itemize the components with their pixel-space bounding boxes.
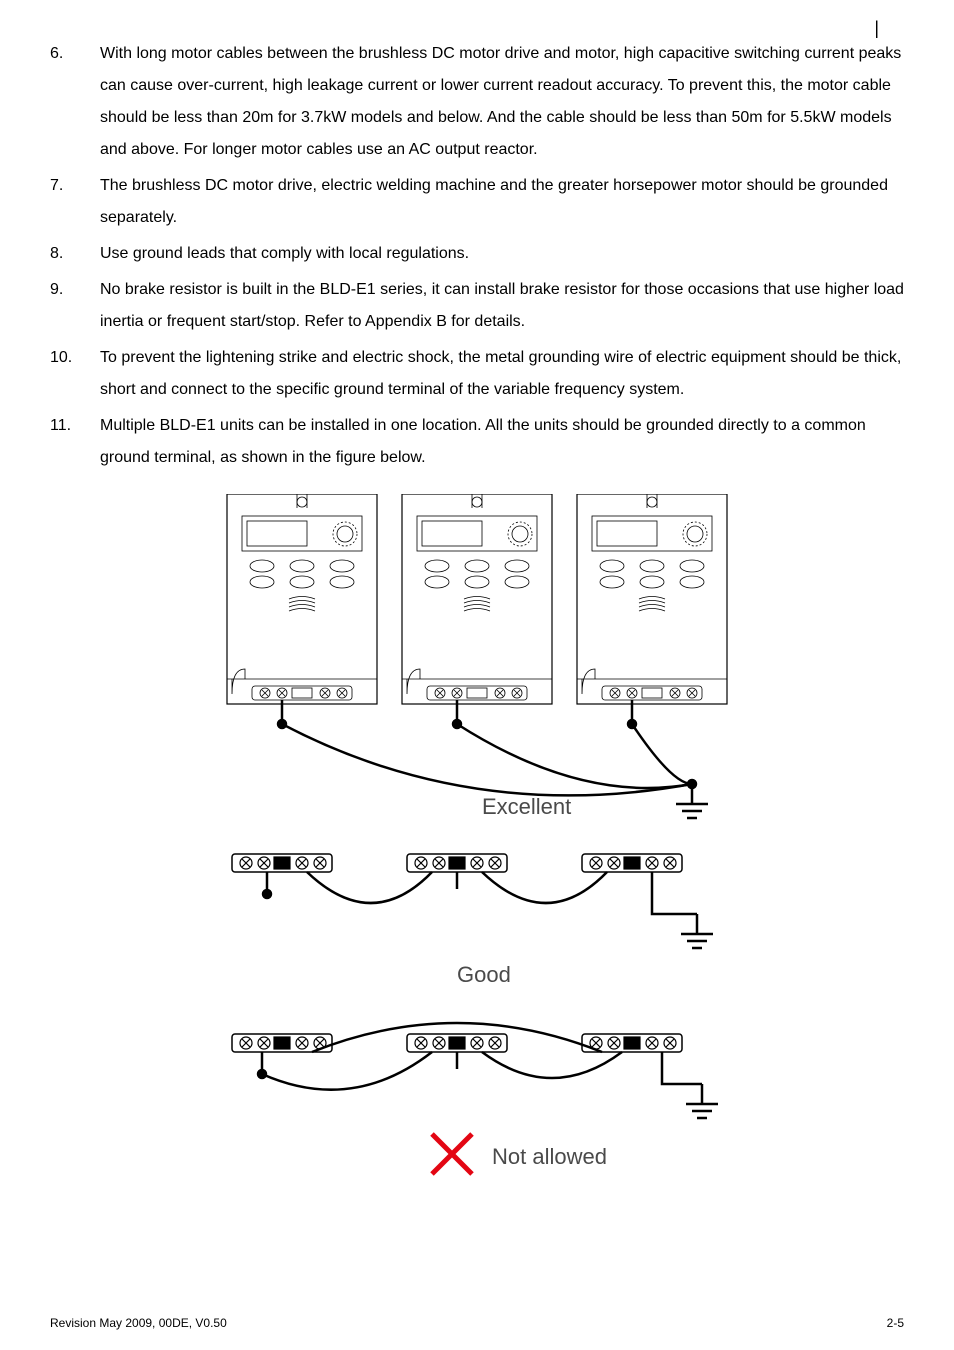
page-footer: Revision May 2009, 00DE, V0.50 2-5: [50, 1316, 904, 1330]
diagram-notallowed-row: Not allowed: [232, 1023, 718, 1174]
list-number: 8.: [50, 238, 100, 270]
list-number: 9.: [50, 274, 100, 338]
label-notallowed: Not allowed: [492, 1144, 607, 1169]
cursor-indicator: |: [874, 18, 879, 39]
label-good: Good: [457, 962, 511, 987]
list-number: 6.: [50, 38, 100, 166]
list-item: 7. The brushless DC motor drive, electri…: [50, 170, 904, 234]
list-item: 6. With long motor cables between the br…: [50, 38, 904, 166]
numbered-list: 6. With long motor cables between the br…: [50, 38, 904, 474]
list-text: Use ground leads that comply with local …: [100, 238, 904, 270]
list-text: To prevent the lightening strike and ele…: [100, 342, 904, 406]
list-item: 9. No brake resistor is built in the BLD…: [50, 274, 904, 338]
diagram-svg: Excellent Good: [222, 494, 732, 1194]
list-number: 7.: [50, 170, 100, 234]
footer-revision: Revision May 2009, 00DE, V0.50: [50, 1316, 227, 1330]
list-text: Multiple BLD-E1 units can be installed i…: [100, 410, 904, 474]
list-item: 8. Use ground leads that comply with loc…: [50, 238, 904, 270]
grounding-diagram: Excellent Good: [222, 494, 732, 1199]
label-excellent: Excellent: [482, 794, 571, 819]
list-item: 11. Multiple BLD-E1 units can be install…: [50, 410, 904, 474]
list-text: The brushless DC motor drive, electric w…: [100, 170, 904, 234]
diagram-good-row: Good: [232, 854, 713, 987]
list-number: 11.: [50, 410, 100, 474]
cross-icon: [432, 1134, 472, 1174]
list-item: 10. To prevent the lightening strike and…: [50, 342, 904, 406]
list-number: 10.: [50, 342, 100, 406]
diagram-excellent-row: Excellent: [227, 494, 727, 819]
list-text: With long motor cables between the brush…: [100, 38, 904, 166]
footer-page-number: 2-5: [887, 1316, 904, 1330]
list-text: No brake resistor is built in the BLD-E1…: [100, 274, 904, 338]
